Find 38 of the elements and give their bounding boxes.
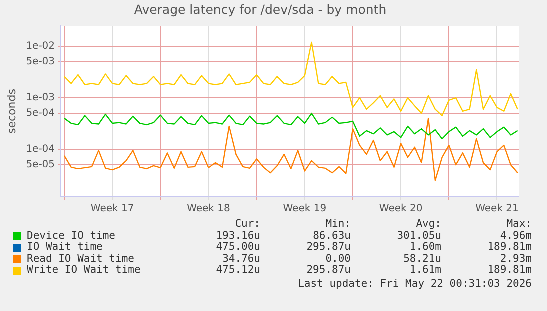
x-tick-label: Week 19 xyxy=(283,204,327,215)
text: Last update: Fri May 22 00:31:03 2026 xyxy=(297,278,532,290)
y-axis-title: seconds xyxy=(5,88,18,134)
y-tick-label: 1e-04 xyxy=(26,144,56,156)
text: 4.96m xyxy=(499,230,532,242)
text: Cur: xyxy=(234,218,260,230)
y-tick-label: 5e-04 xyxy=(26,108,56,120)
text: 193.16u xyxy=(215,230,260,242)
x-tick-label: Week 17 xyxy=(90,204,134,215)
text: 2.93m xyxy=(499,252,532,265)
text: 1.60m xyxy=(408,241,442,254)
y-tick-label: 5e-05 xyxy=(26,160,56,171)
y-tick-label: 5e-03 xyxy=(26,56,56,68)
text: 189.81m xyxy=(486,241,532,254)
legend-label: IO Wait time xyxy=(27,241,103,254)
x-tick-label: Week 21 xyxy=(476,204,519,215)
text: 475.12u xyxy=(215,264,260,276)
text: 34.76u xyxy=(222,252,260,265)
text: 295.87u xyxy=(306,264,351,276)
x-tick-label: Week 18 xyxy=(187,204,230,215)
legend-label: Read IO Wait time xyxy=(27,252,134,265)
text: 58.21u xyxy=(402,252,442,265)
text: 86.63u xyxy=(312,230,351,242)
text: Max: xyxy=(506,218,532,230)
chart-title: Average latency for /dev/sda - by month xyxy=(134,2,387,17)
text: Min: xyxy=(324,218,351,230)
text: 475.00u xyxy=(215,241,260,254)
x-tick-label: Week 20 xyxy=(379,204,423,215)
text: Avg: xyxy=(415,218,442,230)
text: 301.05u xyxy=(396,230,442,242)
legend-label: Device IO time xyxy=(27,230,116,242)
y-tick-label: 1e-02 xyxy=(26,41,56,52)
legend-label: Write IO Wait time xyxy=(27,264,141,276)
text: 0.00 xyxy=(324,252,351,265)
text: 189.81m xyxy=(486,264,532,276)
text: 295.87u xyxy=(306,241,351,254)
text: 1.61m xyxy=(408,264,442,276)
y-tick-label: 1e-03 xyxy=(26,92,56,104)
